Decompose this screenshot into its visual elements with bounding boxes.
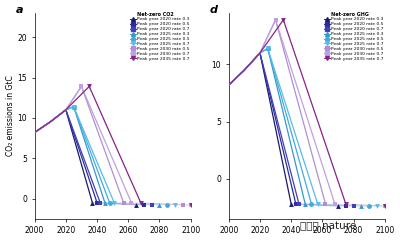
Text: a: a [16, 5, 23, 15]
Legend: Net-zero GHG, Peak year 2020 rate 0.3, Peak year 2020 rate 0.5, Peak year 2020 r: Net-zero GHG, Peak year 2020 rate 0.3, P… [324, 11, 384, 61]
Text: 圖片： nature: 圖片： nature [300, 221, 356, 232]
Y-axis label: CO₂ emissions in GtC: CO₂ emissions in GtC [6, 75, 14, 156]
Legend: Net-zero CO2, Peak year 2020 rate 0.3, Peak year 2020 rate 0.5, Peak year 2020 r: Net-zero CO2, Peak year 2020 rate 0.3, P… [130, 11, 190, 61]
Text: d: d [210, 5, 218, 15]
